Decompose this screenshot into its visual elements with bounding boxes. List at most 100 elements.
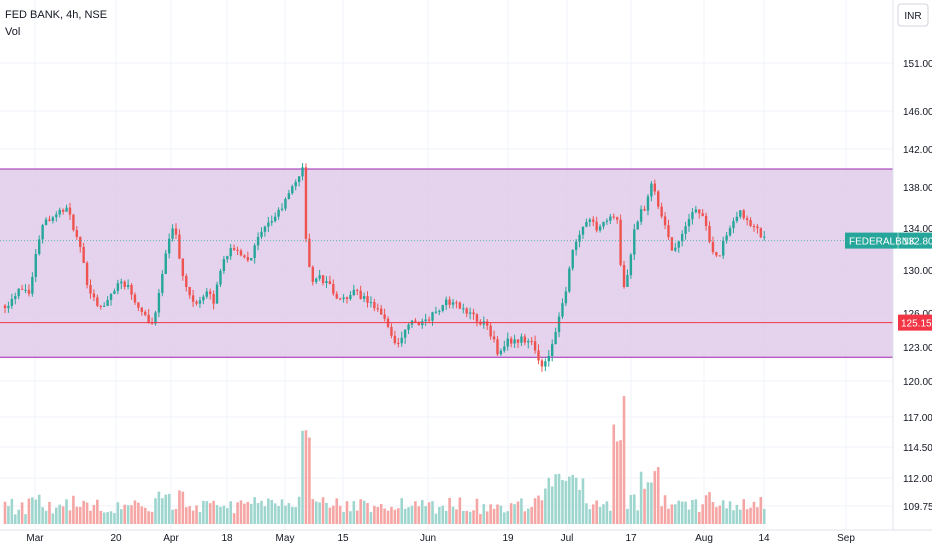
candle[interactable] <box>277 207 280 220</box>
candle[interactable] <box>503 340 506 353</box>
candle[interactable] <box>260 227 263 240</box>
candle[interactable] <box>10 293 14 310</box>
candle[interactable] <box>280 203 284 212</box>
candle[interactable] <box>506 332 509 351</box>
candle[interactable] <box>458 301 462 310</box>
candle[interactable] <box>462 303 465 314</box>
candle[interactable] <box>34 249 37 282</box>
candle[interactable] <box>92 289 96 302</box>
candle[interactable] <box>246 251 250 263</box>
candle[interactable] <box>263 225 267 237</box>
candle[interactable] <box>718 255 721 257</box>
candle[interactable] <box>486 318 489 330</box>
candle[interactable] <box>407 322 410 335</box>
candle[interactable] <box>609 213 612 225</box>
candle[interactable] <box>759 227 763 239</box>
candle[interactable] <box>643 205 646 212</box>
candle[interactable] <box>72 213 75 232</box>
candle[interactable] <box>592 216 595 227</box>
candle[interactable] <box>174 223 178 240</box>
candle[interactable] <box>185 273 188 292</box>
candle[interactable] <box>75 226 79 240</box>
candle[interactable] <box>366 291 369 308</box>
candle[interactable] <box>55 211 58 222</box>
candle[interactable] <box>38 235 41 256</box>
candle[interactable] <box>328 275 332 285</box>
candle[interactable] <box>745 215 749 226</box>
candle[interactable] <box>691 208 694 225</box>
candle[interactable] <box>708 221 711 244</box>
candle[interactable] <box>564 286 568 307</box>
candle[interactable] <box>390 323 393 339</box>
candle[interactable] <box>362 292 366 303</box>
candle[interactable] <box>181 258 185 281</box>
candle[interactable] <box>133 292 137 305</box>
candle[interactable] <box>167 233 171 259</box>
candle[interactable] <box>315 277 318 284</box>
candle[interactable] <box>677 240 680 253</box>
candle[interactable] <box>739 210 742 219</box>
candle[interactable] <box>123 280 126 290</box>
candle[interactable] <box>144 309 147 317</box>
candle[interactable] <box>236 246 239 255</box>
candle[interactable] <box>571 249 574 271</box>
candle[interactable] <box>178 229 181 260</box>
candle[interactable] <box>438 309 441 316</box>
candle[interactable] <box>102 302 106 307</box>
candle[interactable] <box>444 296 448 311</box>
candle[interactable] <box>619 214 622 267</box>
candle[interactable] <box>342 294 345 303</box>
candle[interactable] <box>284 197 287 211</box>
candle[interactable] <box>694 205 698 214</box>
candle[interactable] <box>58 207 61 218</box>
candle[interactable] <box>667 219 670 240</box>
candle[interactable] <box>568 266 571 294</box>
candle[interactable] <box>674 242 677 252</box>
candle[interactable] <box>120 278 123 290</box>
candle[interactable] <box>27 284 31 297</box>
candle[interactable] <box>301 163 304 181</box>
candle[interactable] <box>318 269 321 281</box>
candle[interactable] <box>359 285 362 300</box>
candle[interactable] <box>520 333 523 346</box>
candle[interactable] <box>735 211 739 224</box>
candlesticks[interactable] <box>3 163 766 372</box>
candle[interactable] <box>287 189 291 200</box>
candle[interactable] <box>349 291 352 301</box>
candle[interactable] <box>557 312 561 338</box>
candle[interactable] <box>345 296 349 304</box>
candle[interactable] <box>209 288 212 300</box>
candle[interactable] <box>633 223 636 260</box>
candle[interactable] <box>516 339 520 348</box>
candle[interactable] <box>455 300 458 309</box>
candle[interactable] <box>267 216 270 233</box>
candle[interactable] <box>468 307 472 320</box>
candle[interactable] <box>578 230 581 248</box>
candle[interactable] <box>414 318 417 323</box>
candle[interactable] <box>383 308 386 322</box>
candle[interactable] <box>441 304 444 313</box>
candle[interactable] <box>106 296 109 307</box>
candle[interactable] <box>704 212 708 231</box>
candle[interactable] <box>598 224 602 233</box>
candle[interactable] <box>332 279 335 296</box>
candle[interactable] <box>400 331 403 347</box>
candle[interactable] <box>164 249 167 275</box>
candle[interactable] <box>421 318 424 329</box>
candle[interactable] <box>61 208 65 215</box>
candle[interactable] <box>653 179 656 196</box>
candle[interactable] <box>14 292 17 305</box>
candle[interactable] <box>605 218 609 225</box>
candle[interactable] <box>369 296 373 308</box>
candle[interactable] <box>742 209 745 221</box>
candle[interactable] <box>89 279 92 299</box>
candle[interactable] <box>393 330 397 345</box>
candle[interactable] <box>732 217 735 234</box>
candle[interactable] <box>684 221 687 240</box>
candle[interactable] <box>650 180 653 202</box>
candle[interactable] <box>475 313 479 327</box>
candle[interactable] <box>537 344 540 365</box>
currency-button[interactable]: INR <box>897 3 929 27</box>
candle[interactable] <box>311 265 314 286</box>
